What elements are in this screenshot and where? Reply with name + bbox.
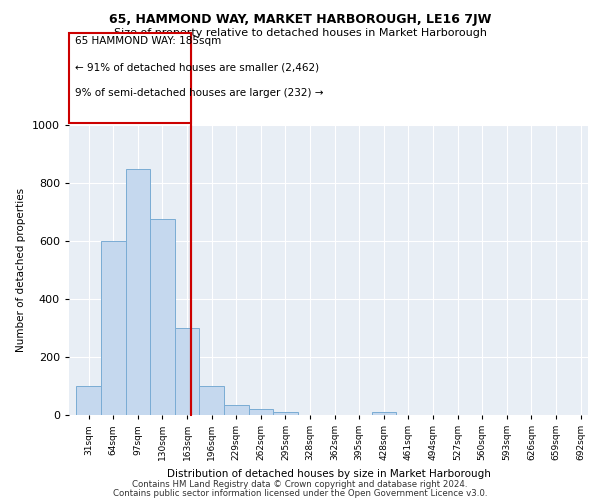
Bar [273,412,298,415]
Text: Contains HM Land Registry data © Crown copyright and database right 2024.: Contains HM Land Registry data © Crown c… [132,480,468,489]
Bar [371,412,396,415]
Text: Contains public sector information licensed under the Open Government Licence v3: Contains public sector information licen… [113,488,487,498]
X-axis label: Distribution of detached houses by size in Market Harborough: Distribution of detached houses by size … [167,468,490,478]
Bar [76,386,101,415]
Bar [175,328,199,415]
Text: Size of property relative to detached houses in Market Harborough: Size of property relative to detached ho… [113,28,487,38]
Bar [199,386,224,415]
Text: 65 HAMMOND WAY: 185sqm: 65 HAMMOND WAY: 185sqm [75,36,221,46]
Y-axis label: Number of detached properties: Number of detached properties [16,188,26,352]
Bar [101,241,125,415]
Bar [224,405,248,415]
Bar [125,168,150,415]
Bar [150,219,175,415]
Text: 9% of semi-detached houses are larger (232) →: 9% of semi-detached houses are larger (2… [75,88,323,98]
Text: ← 91% of detached houses are smaller (2,462): ← 91% of detached houses are smaller (2,… [75,62,319,72]
Text: 65, HAMMOND WAY, MARKET HARBOROUGH, LE16 7JW: 65, HAMMOND WAY, MARKET HARBOROUGH, LE16… [109,12,491,26]
Bar [248,409,273,415]
